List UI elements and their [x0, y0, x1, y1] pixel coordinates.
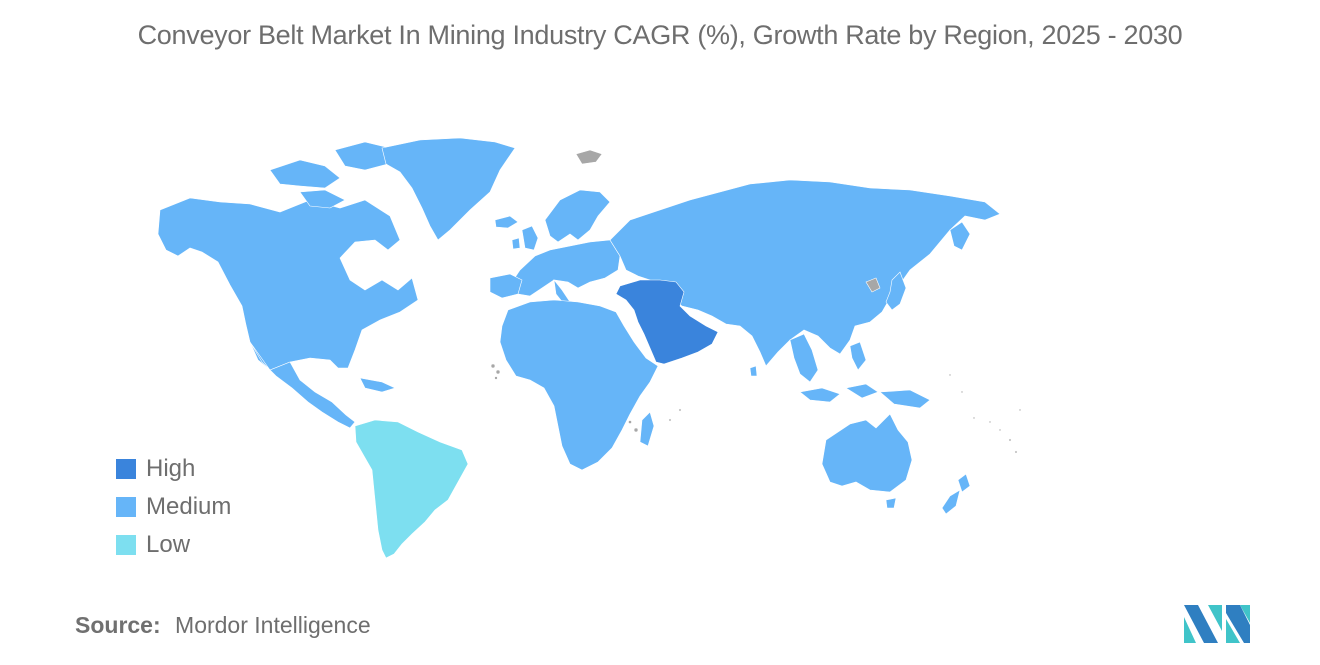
world-map: [150, 130, 1030, 560]
region-asia-pacific: [609, 179, 1001, 409]
legend-label-high: High: [146, 455, 196, 482]
legend: High Medium Low: [116, 450, 231, 564]
legend-item-high: High: [116, 450, 231, 488]
legend-swatch-low: [116, 535, 136, 555]
mordor-intelligence-logo-icon: [1184, 605, 1250, 643]
legend-swatch-medium: [116, 497, 136, 517]
region-middle-east: [615, 279, 719, 365]
source-line: Source: Mordor Intelligence: [75, 612, 371, 639]
source-key: Source:: [75, 612, 161, 638]
region-europe: [489, 189, 621, 305]
chart-title: Conveyor Belt Market In Mining Industry …: [137, 20, 1183, 50]
region-south-america: [354, 419, 469, 559]
legend-item-medium: Medium: [116, 488, 231, 526]
legend-label-low: Low: [146, 531, 191, 558]
source-value: Mordor Intelligence: [175, 612, 371, 638]
region-no-data: [490, 149, 1022, 454]
region-africa: [499, 299, 659, 471]
legend-label-medium: Medium: [146, 493, 232, 520]
region-oceania: [821, 413, 971, 515]
legend-swatch-high: [116, 459, 136, 479]
legend-item-low: Low: [116, 526, 231, 564]
region-north-america: [157, 137, 519, 429]
